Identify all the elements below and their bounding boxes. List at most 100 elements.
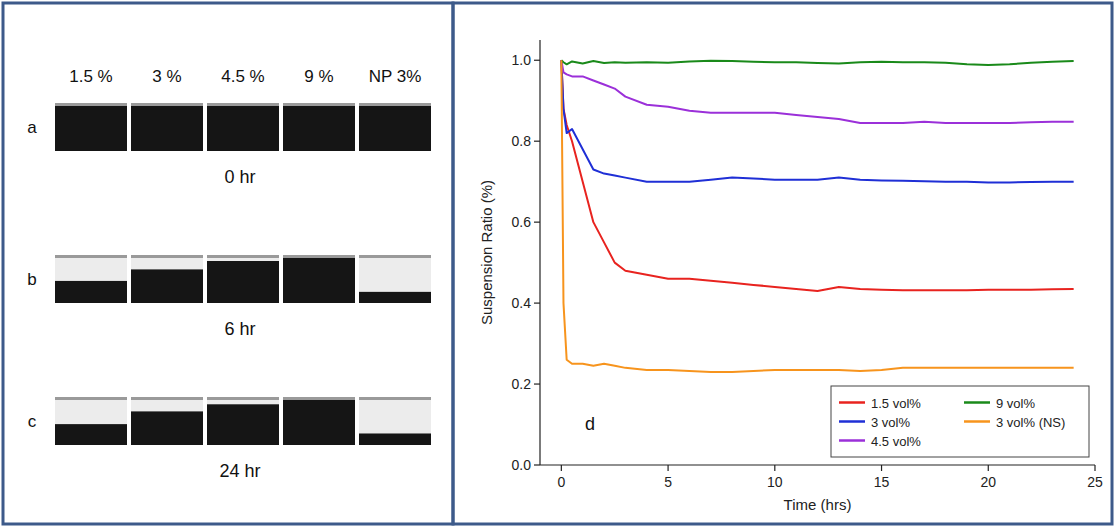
row-letter: a <box>27 118 37 137</box>
chart: 0.0 0.2 0.4 0.6 0.8 1.0 0 5 10 15 20 25 Time (hrs) Su… <box>478 40 1103 513</box>
legend-box <box>831 386 1089 457</box>
x-tick <box>667 465 668 471</box>
y-tick-label: 0.8 <box>512 133 532 149</box>
vial <box>283 255 355 303</box>
vial-rim <box>283 103 355 106</box>
vial-clear <box>207 397 279 404</box>
vial-clear <box>359 397 431 433</box>
legend-swatch <box>964 401 990 404</box>
vial-rim <box>131 103 203 106</box>
vial-clear <box>131 397 203 411</box>
vial-clear <box>359 255 431 292</box>
series-line <box>561 60 1073 123</box>
x-tick-label: 0 <box>557 474 565 490</box>
y-tick <box>534 60 540 61</box>
vial <box>359 103 431 151</box>
x-tick <box>881 465 882 471</box>
legend-swatch <box>964 420 990 423</box>
vial <box>55 397 127 445</box>
x-tick-label: 10 <box>767 474 783 490</box>
vial-rim <box>207 397 279 400</box>
panel-frame <box>453 3 1112 524</box>
vial <box>207 103 279 151</box>
y-tick <box>534 383 540 384</box>
x-tick-label: 5 <box>664 474 672 490</box>
vial-rim <box>207 103 279 106</box>
column-label: 3 % <box>152 67 181 86</box>
series-line <box>561 60 1073 372</box>
vial-rim <box>283 397 355 400</box>
panel-letter: d <box>585 414 595 434</box>
vial <box>131 255 203 303</box>
y-axis <box>539 40 540 465</box>
vial-clear <box>131 255 203 269</box>
x-tick-label: 25 <box>1087 474 1103 490</box>
legend-swatch <box>839 401 865 404</box>
vial <box>359 397 431 445</box>
vial <box>55 103 127 151</box>
legend: 1.5 vol% 3 vol% 4.5 vol% 9 vol% 3 vol% (NS) <box>831 386 1089 457</box>
vial-rim <box>207 255 279 258</box>
row-letter: b <box>27 270 36 289</box>
vial-clear <box>55 255 127 281</box>
vial-rim <box>359 103 431 106</box>
legend-label: 3 vol% (NS) <box>996 415 1065 430</box>
vial-rim <box>131 397 203 400</box>
vial-clear <box>55 397 127 424</box>
vial-rim <box>283 255 355 258</box>
legend-label: 1.5 vol% <box>871 396 921 411</box>
vial-rim <box>55 397 127 400</box>
legend-label: 4.5 vol% <box>871 434 921 449</box>
x-tick <box>774 465 775 471</box>
y-tick-label: 0.2 <box>512 376 532 392</box>
series-line <box>561 60 1073 291</box>
vial-rim <box>55 103 127 106</box>
column-label: 9 % <box>304 67 333 86</box>
vial <box>207 255 279 303</box>
photo-panel: 1.5 % 3 % 4.5 % 9 % NP 3% a 0 hr b 6 hr c 24 hr <box>27 67 431 481</box>
legend-swatch <box>839 420 865 423</box>
series-line <box>561 60 1073 182</box>
row-label: 6 hr <box>224 319 255 339</box>
y-tick <box>534 464 540 465</box>
vial <box>283 103 355 151</box>
vial <box>283 397 355 445</box>
y-axis-title: Suspension Ratio (%) <box>478 180 495 325</box>
vial <box>207 397 279 445</box>
x-tick <box>1094 465 1095 471</box>
x-tick-label: 20 <box>980 474 996 490</box>
y-tick <box>534 222 540 223</box>
vial-rim <box>131 255 203 258</box>
vial-rim <box>359 255 431 258</box>
vial <box>359 255 431 303</box>
plot-lines <box>561 60 1073 372</box>
row-label: 24 hr <box>219 461 260 481</box>
figure: 1.5 % 3 % 4.5 % 9 % NP 3% a 0 hr b 6 hr c 24 hr 0.0… <box>0 0 1115 527</box>
row-label: 0 hr <box>224 167 255 187</box>
x-axis <box>540 464 1095 465</box>
vial <box>131 397 203 445</box>
y-tick-label: 1.0 <box>512 52 532 68</box>
x-axis-title: Time (hrs) <box>784 496 852 513</box>
vial-rim <box>359 397 431 400</box>
legend-swatch <box>839 439 865 442</box>
y-tick-label: 0.6 <box>512 214 532 230</box>
x-tick <box>988 465 989 471</box>
row-letter: c <box>28 412 37 431</box>
x-tick-label: 15 <box>874 474 890 490</box>
column-label: 1.5 % <box>69 67 112 86</box>
y-tick-label: 0.0 <box>512 457 532 473</box>
y-tick <box>534 302 540 303</box>
series-line <box>561 60 1073 65</box>
vial <box>131 103 203 151</box>
y-tick-label: 0.4 <box>512 295 532 311</box>
vial <box>55 255 127 303</box>
column-label: NP 3% <box>369 67 422 86</box>
legend-label: 9 vol% <box>996 396 1035 411</box>
y-tick <box>534 141 540 142</box>
column-label: 4.5 % <box>221 67 264 86</box>
vial-rim <box>55 255 127 258</box>
panel-frame <box>3 3 453 524</box>
legend-label: 3 vol% <box>871 415 910 430</box>
vial-clear <box>207 255 279 261</box>
